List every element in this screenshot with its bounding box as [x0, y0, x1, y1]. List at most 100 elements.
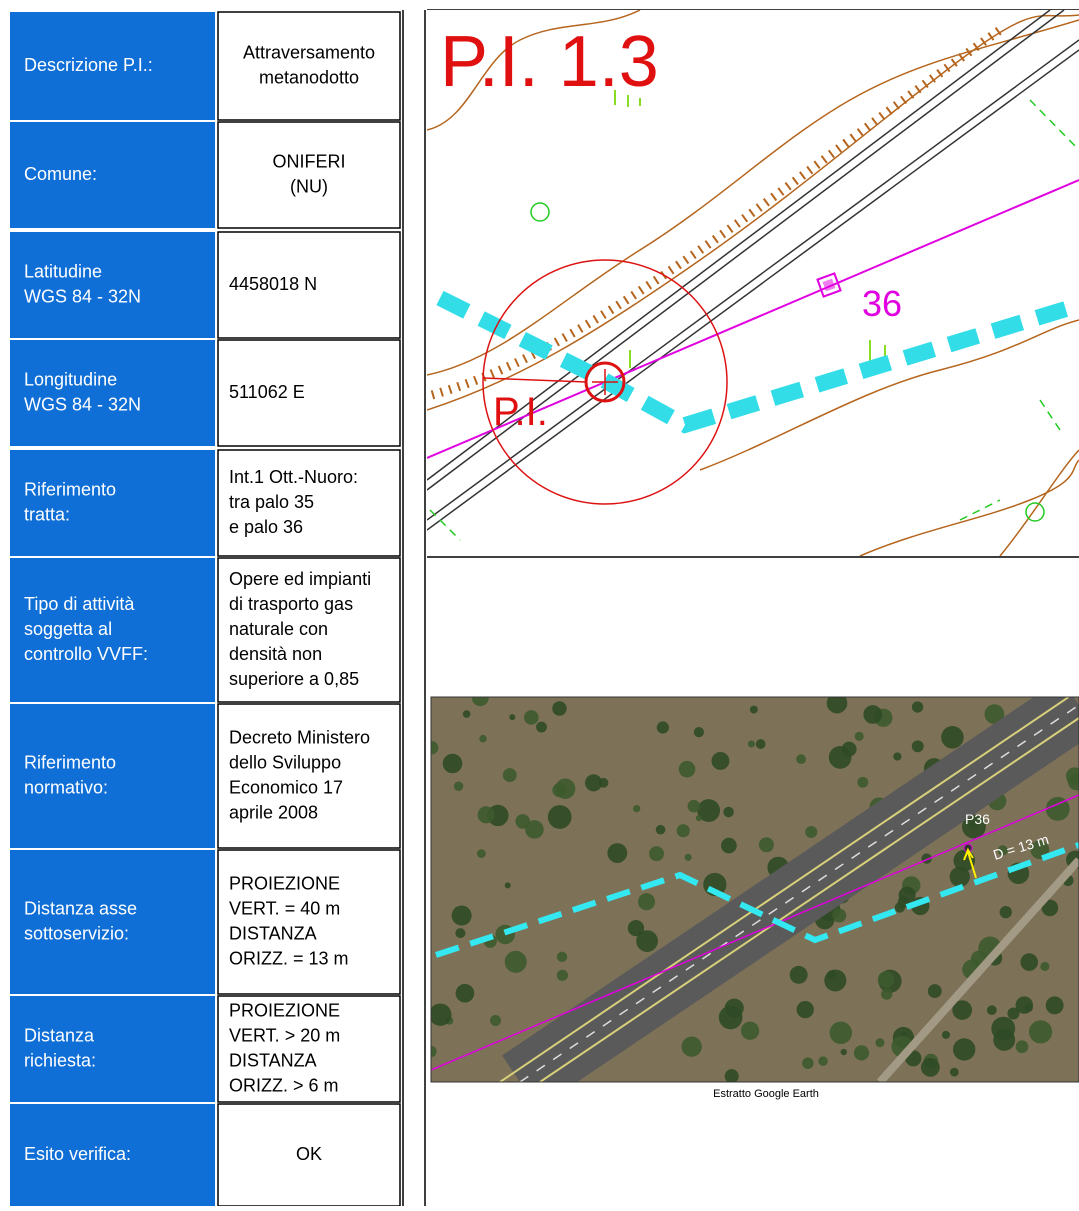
tree [875, 1038, 885, 1048]
power-line [431, 794, 1079, 1071]
tree [490, 1015, 501, 1026]
tree [1015, 1040, 1029, 1054]
value-cell [217, 557, 401, 703]
tree [693, 727, 705, 738]
green-marker [530, 202, 550, 222]
tree [697, 799, 721, 822]
tree [898, 886, 916, 904]
tree [552, 783, 567, 798]
tree [755, 739, 766, 749]
label-cell [10, 996, 215, 1102]
tree [953, 1038, 976, 1061]
row-value: Opere ed impianti [229, 569, 371, 589]
crossing-cross [482, 369, 618, 395]
label-cell [10, 850, 215, 994]
value-cell [217, 339, 401, 447]
tree [556, 951, 568, 963]
tree [1041, 899, 1059, 917]
tree [758, 837, 774, 853]
value-cell [217, 121, 401, 229]
row-label: Distanza [24, 1025, 95, 1045]
tree [453, 781, 464, 792]
tree [986, 1005, 997, 1016]
row-value: naturale con [229, 619, 328, 639]
tree [796, 1000, 814, 1019]
tree [678, 760, 696, 778]
tree [455, 928, 466, 939]
label-cell [10, 232, 215, 338]
row-value: Attraversamento [243, 42, 375, 62]
tree [894, 902, 905, 913]
row-label: Esito verifica: [24, 1144, 131, 1164]
tree [828, 746, 852, 769]
tree [633, 804, 641, 813]
row-value: dello Sviluppo [229, 752, 341, 772]
label-cell [10, 12, 215, 120]
tree [1045, 796, 1070, 821]
track [877, 857, 1079, 1082]
caption: Estratto Google Earth [713, 1088, 819, 1100]
tree [695, 815, 702, 822]
value-cell [217, 703, 401, 849]
tree [676, 824, 690, 838]
tree [431, 741, 439, 755]
tree [556, 969, 569, 981]
tree [826, 697, 848, 714]
tree [431, 1045, 437, 1058]
tree [636, 930, 658, 952]
tree [649, 846, 664, 862]
tree [747, 740, 755, 748]
row-value: VERT. = 40 m [229, 898, 340, 918]
row-value: metanodotto [259, 67, 359, 87]
row-label: soggetta al [24, 619, 112, 639]
tree [927, 984, 942, 999]
tree [999, 905, 1012, 919]
tree [721, 837, 737, 854]
tree [853, 1045, 870, 1061]
tree [941, 726, 964, 749]
row-value: di trasporto gas [229, 594, 353, 614]
tree [607, 843, 628, 863]
tree [431, 1003, 452, 1026]
map-background [427, 10, 1079, 556]
row-label: normativo: [24, 777, 108, 797]
label-cell [10, 704, 215, 848]
row-label: richiesta: [24, 1050, 96, 1070]
green-marker [1025, 502, 1045, 522]
label-cell [10, 1104, 215, 1206]
tree [536, 721, 547, 733]
contour [859, 459, 1079, 556]
contour [699, 319, 1079, 471]
row-label: WGS 84 - 32N [24, 394, 141, 414]
tree [684, 853, 692, 861]
tree [525, 820, 544, 839]
tree [687, 799, 701, 813]
tree [881, 988, 893, 1000]
distance-arrow [963, 847, 977, 879]
row-label: Longitudine [24, 369, 117, 389]
row-label: Descrizione P.I.: [24, 55, 153, 75]
pole-symbol [816, 272, 842, 298]
pole-label: P36 [965, 811, 990, 827]
tree [920, 1057, 940, 1077]
tree [724, 1069, 739, 1082]
row-value: Int.1 Ott.-Nuoro: [229, 467, 358, 487]
tree [877, 971, 895, 988]
tree [961, 814, 986, 839]
row-value: ORIZZ. = 13 m [229, 948, 349, 968]
embankment-hatch [430, 26, 1003, 400]
tree [832, 908, 847, 923]
tree [552, 701, 567, 716]
tree [681, 1036, 702, 1057]
tree [952, 1000, 973, 1020]
tree [1045, 996, 1064, 1015]
tree [941, 1030, 950, 1039]
row-value: ONIFERI [272, 151, 345, 171]
label-cell [10, 450, 215, 556]
row-label: Comune: [24, 164, 97, 184]
row-label: Riferimento [24, 752, 116, 772]
info-table: Descrizione P.I.: Attraversamento metanodo… [10, 11, 401, 1207]
point-label: P.I. [493, 390, 548, 434]
lane-line [519, 704, 1079, 1082]
